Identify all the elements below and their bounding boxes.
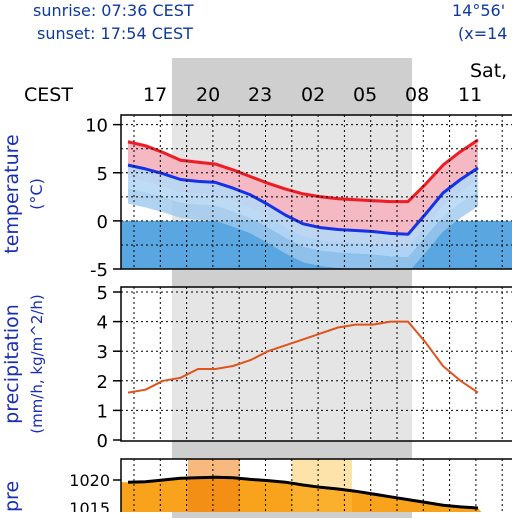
hour-label-4: 05: [353, 84, 378, 106]
precipitation-tick-label: 2: [97, 372, 108, 393]
hour-label-2: 23: [248, 84, 273, 106]
precipitation-tick-label: 5: [97, 283, 108, 304]
pressure-line: [127, 475, 479, 510]
pressure-axis-label: pre: [1, 481, 23, 512]
precipitation-panel: 5 4 3 2 1 0 precipitation (mm/h, kg/m^2/h): [1, 283, 512, 452]
pressure-tick-label: 1020: [69, 471, 110, 490]
sunset-text: sunset: 17:54 CEST: [37, 24, 193, 43]
hour-label-3: 02: [301, 84, 326, 106]
temperature-panel: 10 5 0 -5 temperature (°C): [1, 114, 512, 281]
temperature-tick-label: 10: [85, 116, 108, 137]
pressure-tick-label: 1015: [69, 499, 110, 512]
precipitation-tick-label: 4: [97, 313, 108, 334]
timezone-label: CEST: [24, 84, 73, 106]
pressure-frame: [120, 458, 512, 512]
hour-label-0: 17: [143, 84, 168, 106]
temperature-axis-unit: (°C): [27, 178, 46, 210]
sunrise-text: sunrise: 07:36 CEST: [33, 1, 194, 20]
precipitation-tick-label: 0: [97, 431, 108, 452]
precipitation-tick-label: 1: [97, 401, 108, 422]
day-label: Sat,: [470, 60, 508, 82]
temperature-cold-band: [128, 188, 478, 269]
hour-label-5: 08: [405, 84, 430, 106]
precipitation-axis-label: precipitation: [1, 304, 23, 424]
coordinate-text-2: (x=14: [458, 24, 508, 43]
temperature-tick-label: 0: [97, 212, 108, 233]
hour-label-6: 11: [458, 84, 483, 106]
pressure-shade-band: [188, 459, 240, 512]
temperature-tick-label: -5: [90, 260, 108, 281]
coordinate-text-1: 14°56': [452, 1, 506, 20]
hour-label-1: 20: [196, 84, 221, 106]
precipitation-tick-label: 3: [97, 342, 108, 363]
precipitation-frame: [120, 286, 512, 442]
precipitation-axis-unit: (mm/h, kg/m^2/h): [28, 294, 46, 434]
temperature-tick-label: 5: [97, 164, 108, 185]
temperature-axis-label: temperature: [1, 134, 23, 253]
precipitation-line: [127, 320, 479, 394]
pressure-panel: 1020 1015 pre: [1, 458, 512, 512]
temperature-frame: [120, 114, 512, 270]
